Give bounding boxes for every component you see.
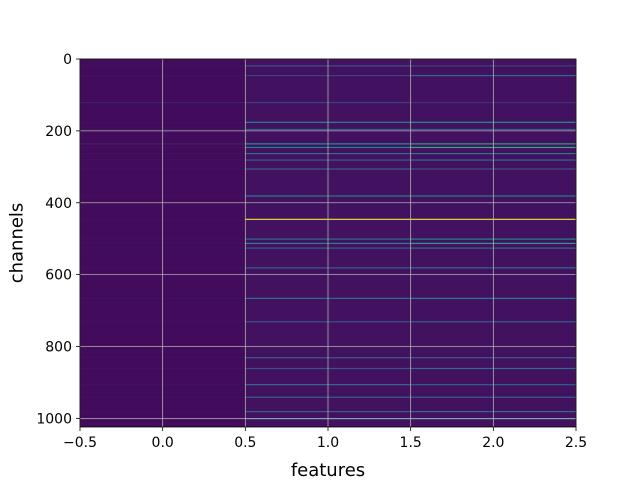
x-tick-label: 2.5: [565, 435, 587, 451]
y-tick-label: 200: [45, 124, 72, 140]
x-axis-ticks: −0.5 0.0 0.5 1.0 1.5 2.0 2.5: [63, 427, 587, 451]
y-axis-label: channels: [6, 203, 27, 284]
x-tick-label: 1.5: [400, 435, 422, 451]
y-tick-label: 800: [45, 340, 72, 356]
x-tick-label: 2.0: [482, 435, 504, 451]
x-axis-label: features: [291, 460, 365, 480]
x-tick-label: 0.5: [234, 435, 256, 451]
x-tick-label: 0.0: [152, 435, 174, 451]
y-tick-label: 1000: [36, 411, 72, 427]
x-tick-label: 1.0: [317, 435, 339, 451]
y-tick-label: 0: [63, 52, 72, 68]
y-tick-label: 400: [45, 196, 72, 212]
y-axis-ticks: 0 200 400 600 800 1000: [36, 52, 80, 427]
y-tick-label: 600: [45, 268, 72, 284]
x-tick-label: −0.5: [63, 435, 97, 451]
